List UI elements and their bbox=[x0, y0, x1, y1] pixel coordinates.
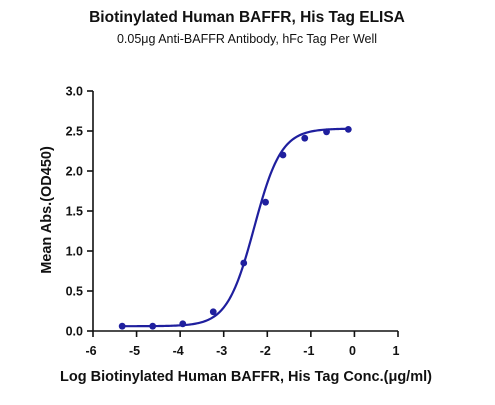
y-tick-label: 2.5 bbox=[66, 125, 83, 139]
data-point bbox=[240, 259, 248, 267]
x-tick-label: -1 bbox=[303, 344, 314, 358]
data-point bbox=[301, 134, 309, 142]
data-points bbox=[118, 125, 352, 330]
y-tick-label: 1.5 bbox=[66, 205, 83, 219]
y-tick-label: 0.0 bbox=[66, 325, 83, 339]
chart-subtitle: 0.05μg Anti-BAFFR Antibody, hFc Tag Per … bbox=[117, 32, 377, 46]
fit-curve-layer bbox=[122, 127, 349, 328]
fit-curve bbox=[122, 127, 349, 328]
y-tick-label: 2.0 bbox=[66, 165, 83, 179]
data-point bbox=[209, 308, 217, 316]
y-tick-label: 3.0 bbox=[66, 85, 83, 99]
x-tick-label: -4 bbox=[173, 344, 184, 358]
data-point bbox=[323, 128, 330, 136]
x-tick-label: -6 bbox=[85, 344, 96, 358]
chart-title: Biotinylated Human BAFFR, His Tag ELISA bbox=[89, 9, 405, 26]
data-point bbox=[179, 320, 187, 328]
x-tick-label: -3 bbox=[216, 344, 227, 358]
x-axis-label: Log Biotinylated Human BAFFR, His Tag Co… bbox=[60, 369, 432, 385]
data-point bbox=[262, 198, 269, 206]
y-axis-label: Mean Abs.(OD450) bbox=[39, 146, 55, 274]
axes: 0.0 0.5 1.0 1.5 2.0 2.5 3.0 -6 -5 -4 -3 -2 -1 0 1 bbox=[66, 85, 400, 359]
data-point bbox=[118, 322, 126, 330]
x-tick-label: 1 bbox=[393, 344, 400, 358]
data-point bbox=[149, 322, 157, 330]
data-point bbox=[344, 125, 352, 133]
y-tick-label: 1.0 bbox=[66, 245, 83, 259]
data-point bbox=[279, 151, 287, 159]
x-tick-label: 0 bbox=[349, 344, 356, 358]
x-tick-label: -5 bbox=[129, 344, 140, 358]
y-tick-label: 0.5 bbox=[66, 285, 83, 299]
x-tick-label: -2 bbox=[260, 344, 271, 358]
